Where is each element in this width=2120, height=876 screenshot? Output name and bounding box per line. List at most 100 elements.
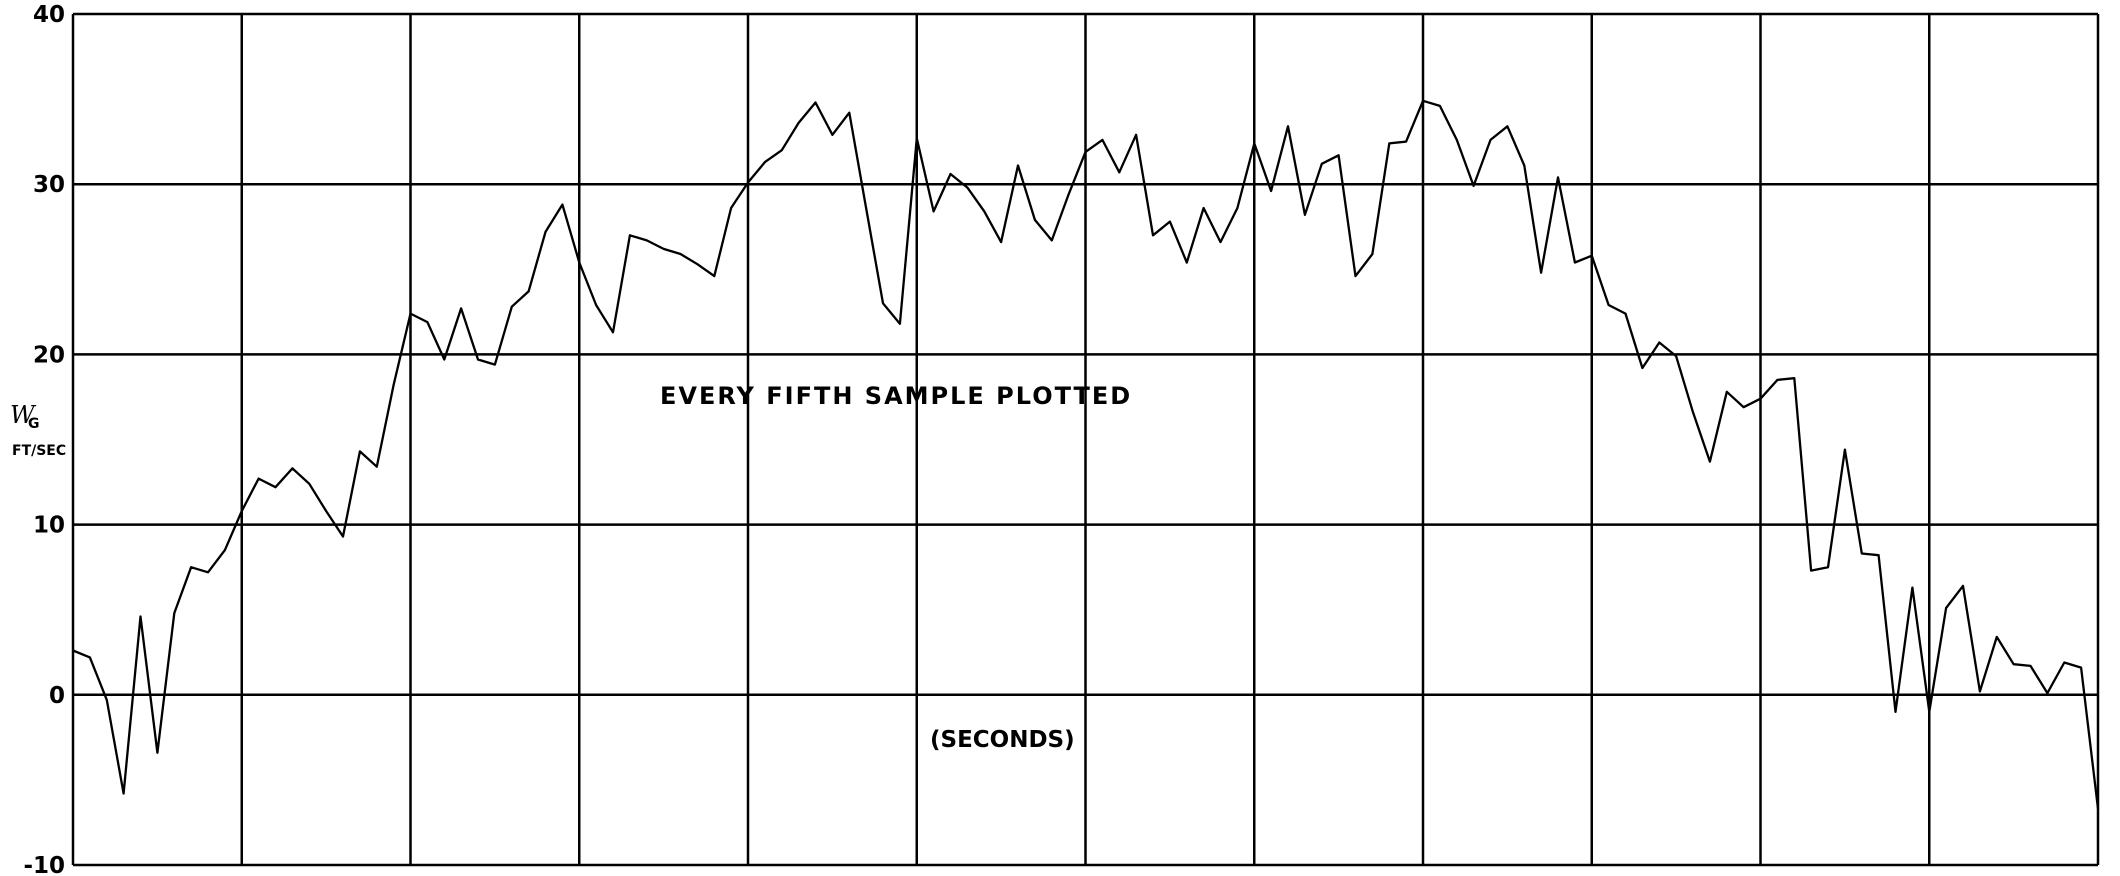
data-point: [645, 239, 648, 242]
data-point: [510, 305, 513, 308]
data-point: [207, 571, 209, 574]
data-point: [308, 482, 311, 485]
data-point: [1033, 219, 1036, 221]
y-tick-label: -10: [23, 853, 65, 876]
data-point: [358, 450, 361, 453]
data-point: [1236, 207, 1239, 209]
data-point: [139, 615, 142, 618]
data-point: [1523, 164, 1526, 167]
data-point: [713, 275, 716, 278]
data-point: [460, 307, 463, 310]
data-point: [1658, 341, 1661, 344]
data-point: [1827, 566, 1829, 569]
data-point: [1202, 207, 1205, 209]
data-point: [1725, 390, 1728, 393]
data-point: [898, 322, 901, 325]
data-point: [1422, 99, 1424, 102]
data-point: [1742, 406, 1745, 409]
data-point: [88, 656, 91, 659]
data-point: [662, 247, 665, 250]
data-point: [1978, 690, 1981, 693]
data-point: [831, 133, 834, 136]
data-point: [1776, 379, 1779, 381]
data-point: [477, 358, 479, 361]
data-point: [342, 535, 344, 538]
data-point: [493, 363, 496, 366]
data-point: [865, 207, 868, 209]
data-point: [2012, 663, 2015, 666]
data-point: [1118, 171, 1121, 174]
data-point: [1472, 185, 1475, 187]
data-point: [1708, 460, 1711, 463]
data-point: [1371, 253, 1374, 255]
data-point: [156, 751, 159, 754]
data-point: [1489, 139, 1492, 141]
y-axis-label-units: FT/SEC: [12, 443, 66, 459]
y-tick-label: 40: [33, 2, 65, 28]
data-point: [780, 149, 783, 152]
data-point: [409, 312, 412, 315]
data-point: [882, 302, 884, 305]
data-point: [544, 230, 547, 233]
y-tick-label: 0: [49, 683, 65, 709]
data-point: [1506, 125, 1509, 128]
y-axis-label: W G FT/SEC: [10, 401, 66, 459]
data-point: [173, 612, 176, 615]
data-point: [1692, 411, 1694, 414]
data-point: [1152, 234, 1154, 237]
data-point: [1067, 193, 1070, 196]
data-point: [1860, 552, 1863, 555]
data-point: [1590, 254, 1593, 257]
data-point: [257, 477, 260, 480]
chart-grid: [71, 12, 2100, 867]
data-point: [2097, 807, 2099, 810]
data-point: [2046, 692, 2049, 694]
data-point: [1337, 154, 1340, 157]
data-point: [983, 210, 986, 213]
data-point: [696, 263, 699, 266]
data-point: [2080, 666, 2083, 669]
data-point: [1017, 164, 1019, 167]
data-point: [375, 465, 378, 468]
data-point: [1759, 397, 1762, 400]
data-point: [122, 792, 125, 795]
data-point: [1962, 584, 1964, 587]
data-point: [814, 101, 817, 104]
data-point: [561, 203, 564, 206]
data-point: [1084, 150, 1087, 153]
series-group: [72, 99, 2100, 810]
y-axis-label-subscript: G: [28, 416, 40, 432]
data-point: [848, 111, 851, 114]
data-point: [325, 510, 328, 512]
data-point: [1911, 586, 1914, 589]
data-point: [1843, 448, 1846, 451]
data-point: [2029, 664, 2032, 667]
data-point: [223, 549, 226, 552]
x-axis-label: (SECONDS): [930, 727, 1075, 753]
y-tick-label: 20: [33, 342, 65, 368]
data-point: [1624, 312, 1627, 315]
data-point: [274, 486, 277, 489]
data-point: [190, 566, 193, 569]
data-point: [1303, 213, 1306, 216]
data-point: [1945, 607, 1948, 609]
data-point: [1050, 239, 1053, 242]
data-point: [426, 321, 429, 323]
data-point: [915, 137, 918, 140]
data-point: [1253, 142, 1256, 145]
data-point: [612, 331, 614, 334]
y-tick-labels: -10 0 10 20 30 40: [23, 2, 65, 876]
data-point: [932, 210, 935, 213]
data-point: [1135, 133, 1138, 136]
data-point: [628, 234, 631, 237]
chart-annotation: EVERY FIFTH SAMPLE PLOTTED: [660, 382, 1132, 410]
data-point: [240, 510, 243, 512]
data-point: [1354, 275, 1357, 278]
data-point: [1168, 220, 1171, 223]
data-point: [1438, 105, 1441, 107]
data-point: [797, 122, 800, 124]
data-point: [578, 261, 581, 264]
data-point: [1877, 554, 1880, 557]
data-point: [1405, 140, 1408, 143]
